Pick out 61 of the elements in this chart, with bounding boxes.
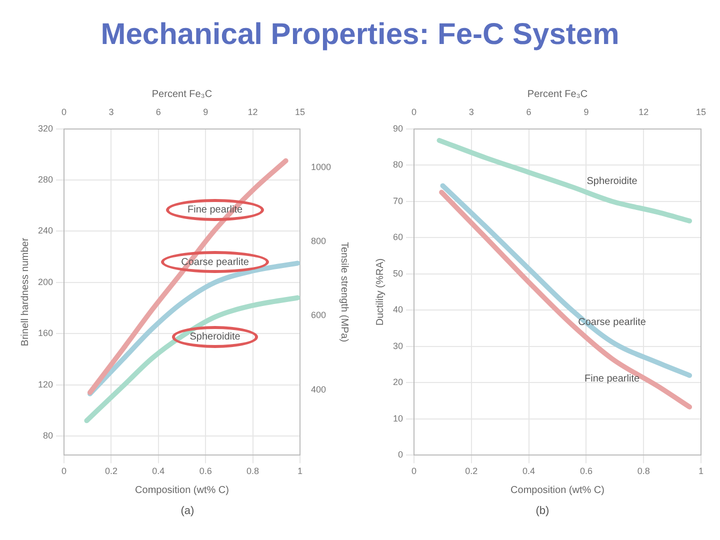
y-tick-label: 90	[392, 123, 404, 134]
y-tick-label: 80	[392, 160, 404, 170]
x2-axis-title: Percent Fe₃C	[152, 88, 212, 100]
series-label: Spheroidite	[190, 332, 241, 343]
series-label: Coarse pearlite	[578, 316, 646, 328]
x2-tick-label: 12	[248, 106, 258, 117]
y-tick-label: 40	[392, 304, 404, 315]
x-tick-label: 0.6	[199, 466, 212, 476]
y2-tick-label: 600	[310, 310, 326, 320]
y-tick-label: 280	[38, 174, 54, 184]
x-tick-label: 0.2	[465, 466, 478, 476]
y-tick-label: 200	[38, 276, 54, 287]
x-tick-label: 0.8	[637, 466, 650, 476]
y-tick-label: 80	[43, 430, 54, 440]
x-tick-label: 0.4	[522, 466, 536, 476]
x-tick-label: 0	[412, 466, 417, 476]
y-tick-label: 240	[38, 226, 54, 236]
x-axis-title: Composition (wt% C)	[135, 484, 229, 496]
x2-tick-label: 15	[294, 106, 305, 117]
x-tick-label: 0.2	[104, 466, 118, 476]
y-axis-title: Ductility (%RA)	[374, 258, 386, 326]
x2-tick-label: 0	[412, 106, 417, 117]
y-tick-label: 70	[392, 196, 404, 206]
y-tick-label: 160	[38, 328, 54, 338]
y2-tick-label: 800	[310, 236, 326, 246]
series-label: Spheroidite	[586, 176, 638, 188]
y-tick-label: 30	[392, 340, 404, 351]
x-tick-label: 0.6	[580, 466, 592, 476]
y-tick-label: 20	[392, 377, 404, 388]
y2-tick-label: 1000	[310, 162, 332, 172]
y-axis-title: Brinell hardness number	[20, 237, 31, 346]
y-tick-label: 0	[398, 450, 404, 460]
y-tick-label: 10	[392, 413, 404, 424]
chart-title: Mechanical Properties: Fe-C System	[100, 18, 620, 52]
text: (b)	[534, 505, 550, 517]
x-tick-label: 1	[698, 466, 704, 476]
x2-axis-title: Percent Fe₃C	[527, 88, 588, 100]
text: (a)	[180, 505, 196, 517]
y-tick-label: 50	[392, 268, 404, 278]
x2-tick-label: 12	[638, 106, 649, 117]
y2-axis-title: Tensile strength (MPa)	[338, 242, 350, 342]
x2-tick-label: 15	[696, 106, 706, 117]
x-tick-label: 0	[62, 466, 67, 476]
series-label: Fine pearlite	[584, 373, 640, 384]
y-tick-label: 320	[38, 123, 54, 134]
x2-tick-label: 6	[526, 106, 532, 117]
x-axis-title: Composition (wt% C)	[510, 484, 604, 496]
x2-tick-label: 0	[62, 106, 67, 117]
x2-tick-label: 3	[108, 106, 114, 117]
series-label: Coarse pearlite	[181, 257, 250, 268]
x2-tick-label: 9	[203, 106, 208, 117]
y-tick-label: 60	[392, 232, 404, 242]
x2-tick-label: 9	[584, 106, 589, 117]
x2-tick-label: 3	[468, 106, 474, 117]
x-tick-label: 0.8	[246, 466, 260, 476]
y-tick-label: 120	[38, 379, 54, 390]
x2-tick-label: 6	[156, 106, 161, 117]
x-tick-label: 1	[297, 466, 302, 476]
series-label: Fine pearlite	[188, 204, 243, 216]
x-tick-label: 0.4	[152, 466, 165, 476]
y2-tick-label: 400	[310, 384, 326, 394]
